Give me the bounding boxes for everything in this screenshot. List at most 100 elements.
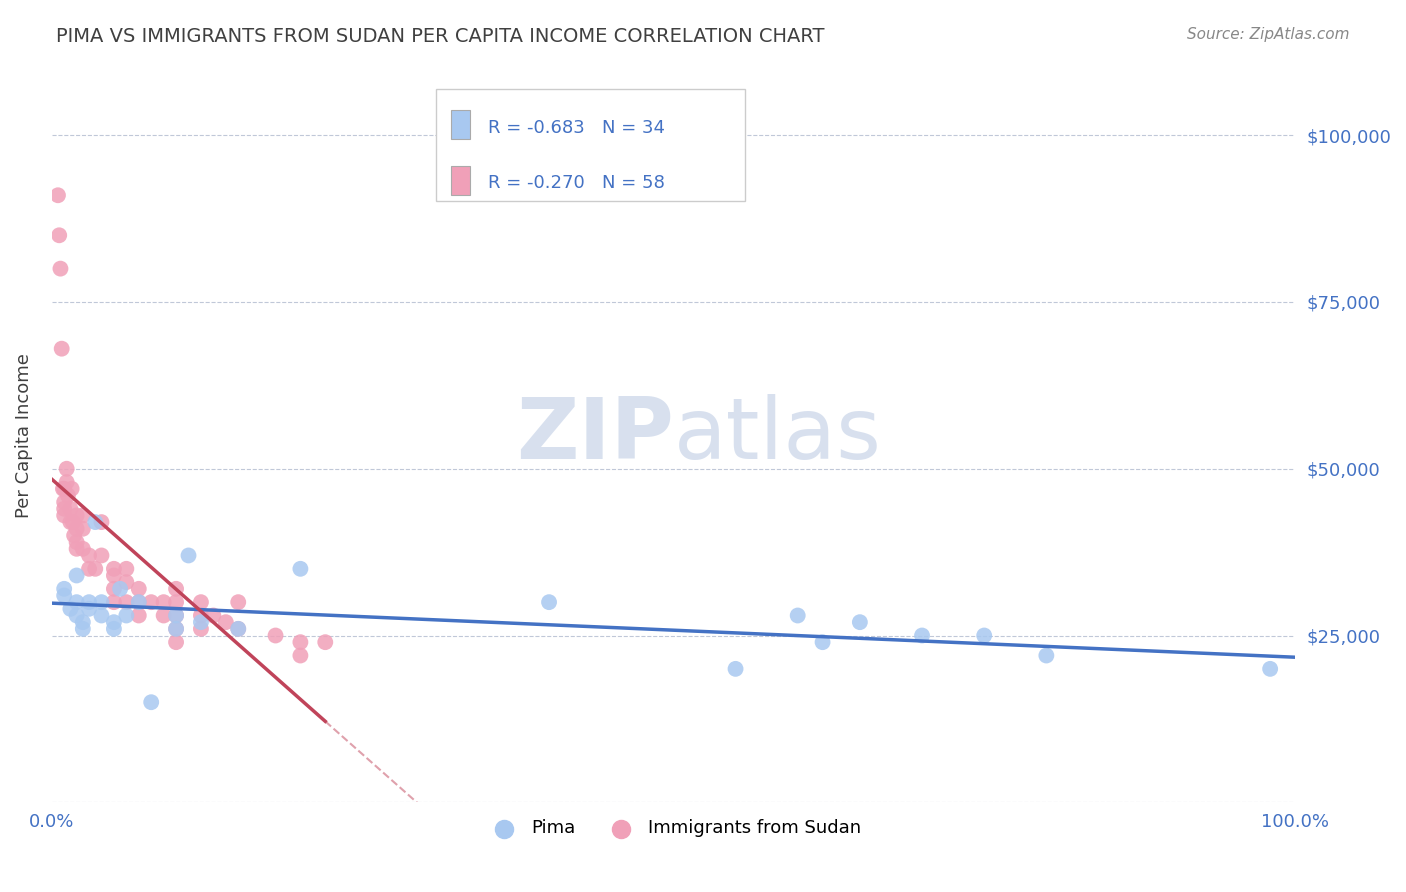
Point <box>103 622 125 636</box>
Point <box>59 501 82 516</box>
Text: PIMA VS IMMIGRANTS FROM SUDAN PER CAPITA INCOME CORRELATION CHART: PIMA VS IMMIGRANTS FROM SUDAN PER CAPITA… <box>56 27 825 45</box>
Point <box>53 589 76 603</box>
Point <box>128 608 150 623</box>
Point <box>128 582 150 596</box>
Point <box>103 562 125 576</box>
Point <box>190 608 212 623</box>
Point <box>190 595 212 609</box>
Point <box>165 622 187 636</box>
Point <box>52 482 75 496</box>
Point <box>115 608 138 623</box>
Point <box>56 488 79 502</box>
Point <box>53 495 76 509</box>
Point <box>190 622 212 636</box>
Point <box>215 615 238 629</box>
Point <box>77 549 100 563</box>
Point <box>59 515 82 529</box>
Text: atlas: atlas <box>673 394 882 477</box>
Point <box>53 508 76 523</box>
Point <box>72 522 94 536</box>
Point <box>59 602 82 616</box>
Point <box>165 635 187 649</box>
Point <box>911 628 934 642</box>
Point <box>103 582 125 596</box>
Point <box>724 662 747 676</box>
Point <box>314 635 336 649</box>
Point <box>115 562 138 576</box>
Point <box>786 608 808 623</box>
Point <box>152 608 174 623</box>
Text: R = -0.270   N = 58: R = -0.270 N = 58 <box>488 174 665 192</box>
Point <box>108 582 131 596</box>
Point <box>90 595 112 609</box>
Text: Source: ZipAtlas.com: Source: ZipAtlas.com <box>1187 27 1350 42</box>
Point <box>115 595 138 609</box>
Point <box>141 595 163 609</box>
Point <box>60 482 83 496</box>
Point <box>49 261 72 276</box>
Point <box>90 549 112 563</box>
Point <box>84 562 107 576</box>
Point <box>65 522 87 536</box>
Point <box>55 475 77 489</box>
Point <box>849 615 872 629</box>
Point <box>177 549 200 563</box>
Point <box>165 595 187 609</box>
Point <box>72 541 94 556</box>
Point <box>103 595 125 609</box>
Point <box>141 695 163 709</box>
Point <box>48 228 70 243</box>
Text: R = -0.683   N = 34: R = -0.683 N = 34 <box>488 119 665 136</box>
Point <box>264 628 287 642</box>
Point <box>165 608 187 623</box>
Point <box>1035 648 1057 663</box>
Point <box>62 515 84 529</box>
Point <box>538 595 561 609</box>
Point <box>51 342 73 356</box>
Point <box>290 635 312 649</box>
Point <box>152 595 174 609</box>
Point <box>77 562 100 576</box>
Point <box>226 595 249 609</box>
Point <box>226 622 249 636</box>
Point <box>90 515 112 529</box>
Point <box>202 608 225 623</box>
Point <box>53 482 76 496</box>
Point <box>165 622 187 636</box>
Legend: Pima, Immigrants from Sudan: Pima, Immigrants from Sudan <box>479 812 868 845</box>
Point <box>77 595 100 609</box>
Point <box>65 568 87 582</box>
Point <box>55 462 77 476</box>
Point <box>53 501 76 516</box>
Point <box>103 615 125 629</box>
Point <box>1258 662 1281 676</box>
Point <box>84 515 107 529</box>
Point <box>90 608 112 623</box>
Point <box>72 622 94 636</box>
Text: ZIP: ZIP <box>516 394 673 477</box>
Y-axis label: Per Capita Income: Per Capita Income <box>15 353 32 518</box>
Point <box>128 595 150 609</box>
Point <box>65 541 87 556</box>
Point <box>115 575 138 590</box>
Point <box>128 595 150 609</box>
Point <box>65 608 87 623</box>
Point <box>65 508 87 523</box>
Point <box>226 622 249 636</box>
Point <box>811 635 834 649</box>
Point <box>165 608 187 623</box>
Point <box>290 648 312 663</box>
Point <box>103 568 125 582</box>
Point <box>72 615 94 629</box>
Point <box>63 528 86 542</box>
Point <box>53 582 76 596</box>
Point <box>65 595 87 609</box>
Point <box>165 582 187 596</box>
Point <box>973 628 995 642</box>
Point <box>65 535 87 549</box>
Point <box>190 615 212 629</box>
Point <box>77 602 100 616</box>
Point <box>46 188 69 202</box>
Point <box>290 562 312 576</box>
Point <box>72 508 94 523</box>
